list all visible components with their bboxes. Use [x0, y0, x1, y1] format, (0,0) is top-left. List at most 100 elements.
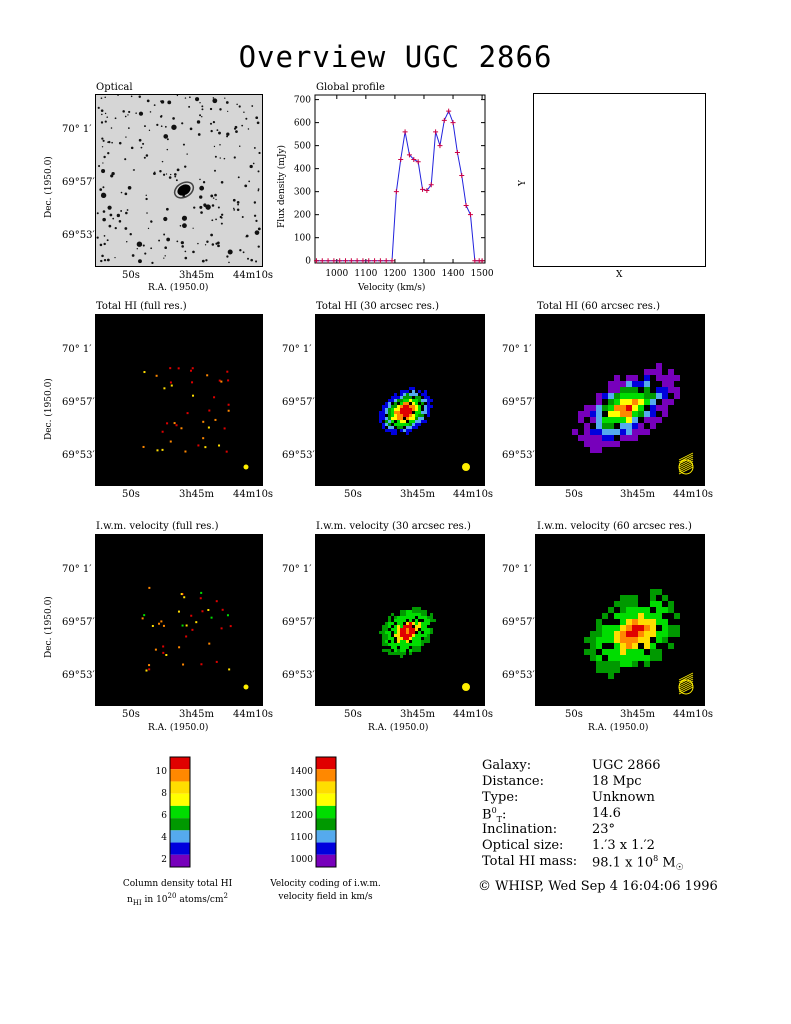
map-pixel: [382, 423, 385, 426]
map-pixel: [400, 655, 403, 658]
map-pixel: [191, 367, 194, 370]
map-pixel: [388, 408, 391, 411]
map-pixel: [614, 405, 620, 411]
profile-point: [450, 120, 456, 126]
map-pixel: [160, 620, 163, 623]
map-pixel: [409, 631, 412, 634]
map-pixel: [614, 637, 620, 643]
map-pixel: [197, 444, 200, 447]
map-pixel: [397, 414, 400, 417]
map-pixel: [412, 643, 415, 646]
row3-dec-tick-1: 70° 1′: [62, 564, 92, 575]
map-pixel: [218, 444, 221, 447]
optical-star: [212, 121, 216, 124]
optical-star: [108, 224, 112, 228]
profile-point: [337, 258, 343, 264]
map-pixel: [412, 607, 415, 610]
map-pixel: [620, 393, 626, 399]
optical-star: [257, 245, 260, 248]
map-pixel: [614, 661, 620, 667]
map-pixel: [584, 637, 590, 643]
optical-star: [180, 241, 184, 245]
map-pixel: [668, 387, 674, 393]
optical-star: [254, 230, 260, 235]
map-pixel: [208, 409, 211, 412]
map-pixel: [418, 408, 421, 411]
map-pixel: [418, 607, 421, 610]
row3c-ra-tick-1: 50s: [565, 709, 583, 720]
profile-xtick-label: 1400: [442, 269, 465, 279]
row3-ra-tick-1: 50s: [122, 709, 140, 720]
map-pixel: [385, 417, 388, 420]
map-pixel: [424, 628, 427, 631]
map-pixel: [394, 399, 397, 402]
map-pixel: [409, 643, 412, 646]
map-pixel: [412, 390, 415, 393]
row2b-dec-tick-1: 70° 1′: [282, 344, 312, 355]
map-pixel: [175, 424, 178, 427]
map-pixel: [421, 420, 424, 423]
map-pixel: [394, 402, 397, 405]
map-pixel: [412, 408, 415, 411]
map-pixel: [391, 637, 394, 640]
map-pixel: [391, 405, 394, 408]
map-pixel: [418, 610, 421, 613]
optical-star: [164, 246, 167, 250]
map-pixel: [656, 601, 662, 607]
map-pixel: [590, 435, 596, 441]
map-pixel: [191, 628, 194, 631]
map-pixel: [632, 649, 638, 655]
optical-star: [114, 117, 117, 120]
map-pixel: [602, 393, 608, 399]
optical-star: [109, 213, 113, 217]
map-pixel: [418, 390, 421, 393]
optical-star: [166, 138, 169, 141]
optical-star: [114, 256, 116, 259]
optical-star: [251, 105, 254, 107]
colorbar-tick-label: 10: [156, 767, 168, 777]
map-pixel: [674, 625, 680, 631]
map-pixel: [185, 624, 188, 627]
map-pixel: [195, 621, 198, 624]
map-pixel: [397, 652, 400, 655]
optical-star: [161, 160, 164, 163]
map-pixel: [638, 607, 644, 613]
map-pixel: [201, 610, 204, 613]
map-pixel: [418, 637, 421, 640]
map-pixel: [394, 423, 397, 426]
map-pixel: [151, 624, 154, 627]
map-pixel: [403, 646, 406, 649]
map-pixel: [608, 381, 614, 387]
map-pixel: [394, 625, 397, 628]
optical-star: [127, 185, 132, 190]
map-pixel: [418, 634, 421, 637]
map-pixel: [391, 420, 394, 423]
map-pixel: [226, 370, 229, 373]
global-profile-svg: 0 100 200 300 400 500 600 700 1000 1100 1200 1300 14…: [294, 94, 494, 279]
map-pixel: [638, 381, 644, 387]
map-pixel: [644, 417, 650, 423]
map-pixel: [142, 445, 145, 448]
map-pixel: [180, 593, 183, 596]
map-pixel: [400, 652, 403, 655]
profile-point: [319, 258, 325, 264]
map-pixel: [391, 643, 394, 646]
optical-star: [107, 205, 112, 210]
map-pixel: [418, 643, 421, 646]
profile-point: [415, 159, 421, 165]
profile-point: [366, 258, 372, 264]
map-pixel: [626, 637, 632, 643]
profile-point: [463, 202, 469, 208]
profile-ytick-label: 700: [294, 96, 311, 106]
map-pixel: [656, 619, 662, 625]
map-pixel: [638, 423, 644, 429]
optical-star: [138, 138, 142, 142]
ra-tick-2: 3h45m: [179, 270, 215, 281]
optical-star: [106, 239, 109, 242]
map-pixel: [182, 663, 185, 666]
map-pixel: [632, 619, 638, 625]
map-pixel: [608, 607, 614, 613]
beam-hatch: [678, 454, 694, 463]
map-pixel: [656, 637, 662, 643]
optical-star: [224, 97, 226, 99]
